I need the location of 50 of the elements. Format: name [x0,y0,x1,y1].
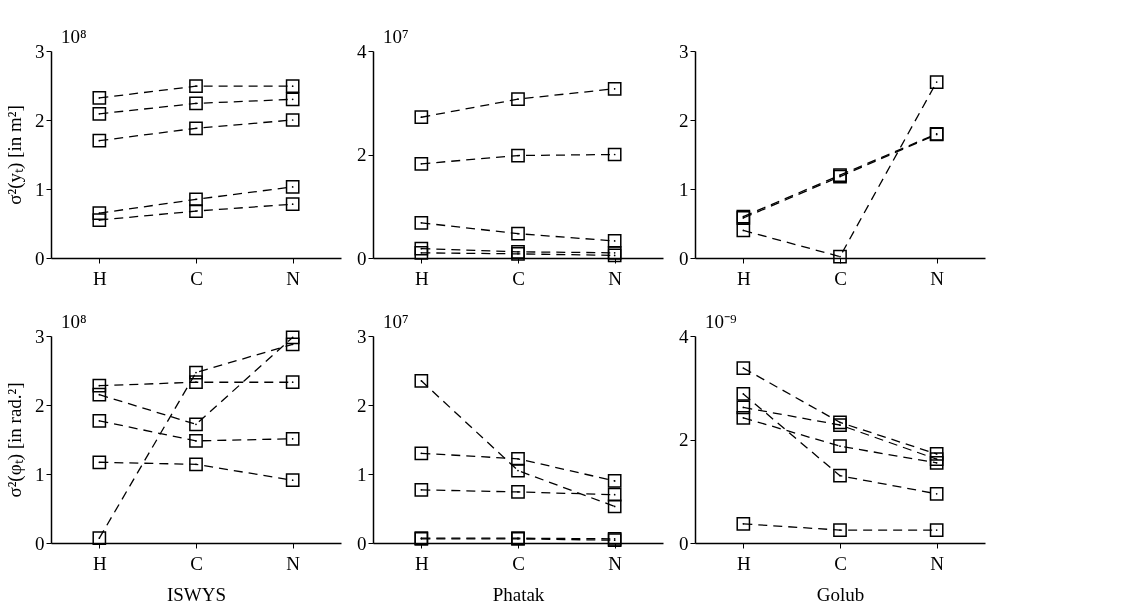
x-tick-label: H [92,267,107,289]
y-tick-label: 3 [679,40,689,62]
text: 10⁷ [383,311,409,332]
x-tick-label: N [608,552,623,574]
y-tick-label: 1 [35,178,45,200]
x-tick-label: N [930,267,945,289]
x-tick-label: C [834,267,847,289]
y-tick-label: 3 [35,325,45,347]
x-tick-label: N [286,267,301,289]
text: 10⁻⁹ [705,311,737,332]
y-tick-label: 2 [357,394,367,416]
x-axis-title: Phatak [492,583,545,605]
y-tick-label: 0 [357,532,367,554]
y-tick-label: 2 [357,144,367,165]
y-tick-label: 1 [679,178,689,200]
x-tick-label: N [286,552,301,574]
x-tick-label: C [190,267,203,289]
x-tick-label: N [930,552,945,574]
x-tick-label: C [190,552,203,574]
y-tick-label: 4 [357,40,367,62]
x-tick-label: H [736,267,751,289]
x-tick-label: N [608,267,623,289]
y-tick-label: 0 [35,532,45,554]
y-tick-label: 4 [679,325,689,347]
x-tick-label: C [512,267,525,289]
x-axis-title: ISWYS [166,583,227,605]
text: 10⁷ [383,26,409,47]
x-tick-label: H [736,552,751,574]
x-tick-label: H [414,552,429,574]
y-tick-label: 3 [357,325,367,347]
y-tick-label: 2 [35,109,45,131]
y-tick-label: 2 [35,394,45,416]
text: 10⁸ [61,26,87,47]
y-tick-label: 2 [679,109,689,131]
x-tick-label: H [92,552,107,574]
y-tick-label: 0 [679,532,689,554]
x-axis-title: Golub [816,583,865,605]
y-tick-label: 2 [679,429,689,450]
text: 10⁸ [61,311,87,332]
x-tick-label: C [512,552,525,574]
y-axis-title: σ²(φₜ) [in rad.²] [4,382,26,498]
y-tick-label: 0 [35,247,45,269]
y-axis-title: σ²(yₜ) [in m²] [4,105,26,205]
x-tick-label: H [414,267,429,289]
y-tick-label: 0 [679,247,689,269]
y-tick-label: 3 [35,40,45,62]
y-tick-label: 1 [357,463,367,485]
x-tick-label: C [834,552,847,574]
y-tick-label: 0 [357,247,367,269]
y-tick-label: 1 [35,463,45,485]
